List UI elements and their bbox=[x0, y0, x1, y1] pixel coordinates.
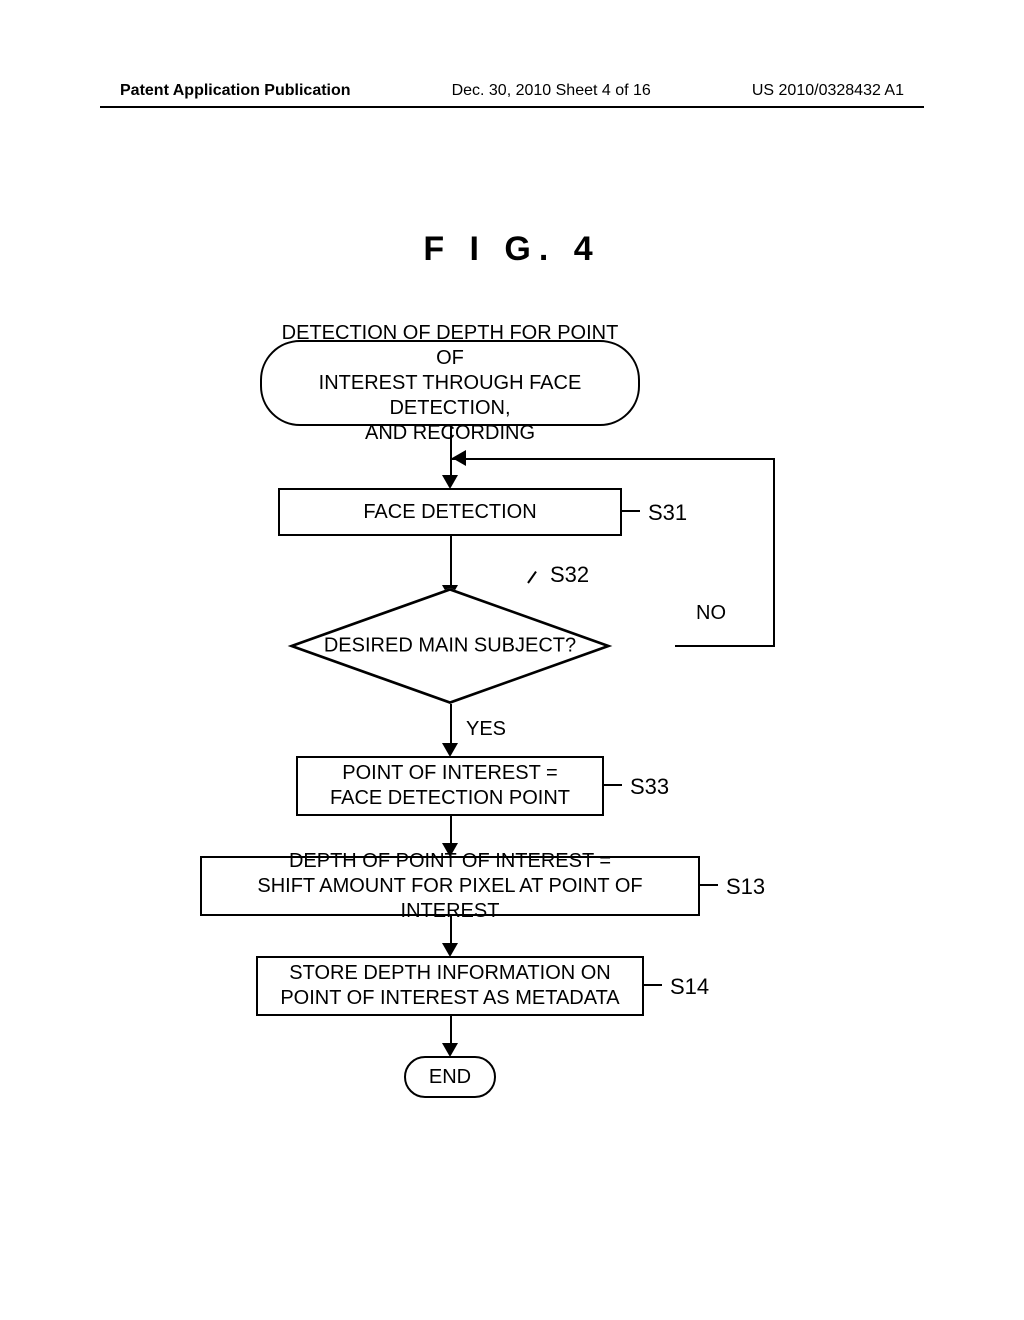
edge-segment bbox=[450, 816, 452, 843]
step-label-s32: S32 bbox=[550, 562, 589, 588]
edge-segment bbox=[773, 458, 775, 647]
terminator-start: DETECTION OF DEPTH FOR POINT OFINTEREST … bbox=[260, 340, 640, 426]
branch-label-yes: YES bbox=[466, 718, 506, 741]
decision-text: DESIRED MAIN SUBJECT? bbox=[324, 635, 576, 658]
step-label-s33: S33 bbox=[630, 774, 669, 800]
flowchart: DETECTION OF DEPTH FOR POINT OFINTEREST … bbox=[0, 340, 1024, 1140]
arrowhead-down-icon bbox=[442, 475, 458, 489]
process-s13: DEPTH OF POINT OF INTEREST =SHIFT AMOUNT… bbox=[200, 856, 700, 916]
decision-s32: DESIRED MAIN SUBJECT? bbox=[225, 588, 675, 704]
leader-s33 bbox=[604, 784, 622, 786]
leader-s14 bbox=[644, 984, 662, 986]
arrowhead-left-icon bbox=[452, 450, 466, 466]
leader-s13 bbox=[700, 884, 718, 886]
edge-segment bbox=[450, 1016, 452, 1043]
edge-segment bbox=[450, 536, 452, 585]
arrowhead-down-icon bbox=[442, 1043, 458, 1057]
terminator-end: END bbox=[404, 1056, 496, 1098]
branch-label-no: NO bbox=[696, 602, 726, 625]
step-label-s13: S13 bbox=[726, 874, 765, 900]
page: Patent Application Publication Dec. 30, … bbox=[0, 0, 1024, 1320]
header-mid: Dec. 30, 2010 Sheet 4 of 16 bbox=[452, 82, 651, 100]
edge-segment bbox=[675, 645, 775, 647]
header-left: Patent Application Publication bbox=[120, 82, 351, 100]
process-s31: FACE DETECTION bbox=[278, 488, 622, 536]
figure-title: F I G. 4 bbox=[0, 230, 1024, 269]
step-label-s31: S31 bbox=[648, 500, 687, 526]
step-label-s14: S14 bbox=[670, 974, 709, 1000]
header-rule bbox=[100, 106, 924, 108]
edge-segment bbox=[452, 458, 775, 460]
header-right: US 2010/0328432 A1 bbox=[752, 82, 904, 100]
edge-segment bbox=[450, 704, 452, 743]
leader-s31 bbox=[622, 510, 640, 512]
header-row: Patent Application Publication Dec. 30, … bbox=[120, 82, 904, 100]
arrowhead-down-icon bbox=[442, 943, 458, 957]
leader-s32 bbox=[527, 571, 537, 584]
arrowhead-down-icon bbox=[442, 743, 458, 757]
process-s33: POINT OF INTEREST =FACE DETECTION POINT bbox=[296, 756, 604, 816]
process-s14: STORE DEPTH INFORMATION ONPOINT OF INTER… bbox=[256, 956, 644, 1016]
